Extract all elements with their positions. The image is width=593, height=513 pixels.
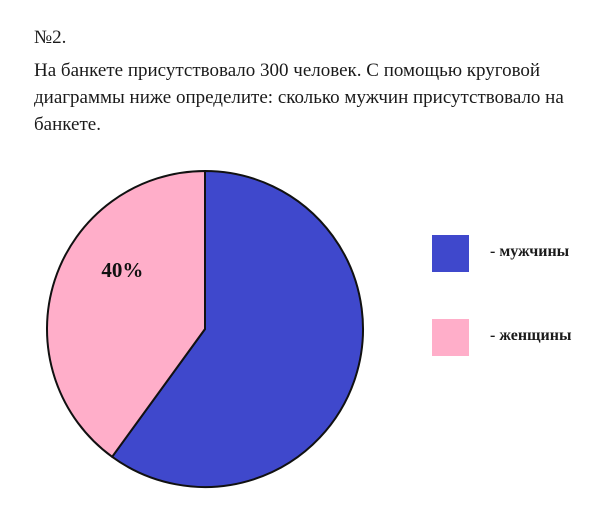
legend-swatch-men [432, 235, 469, 272]
legend-label-men: - мужчины [490, 243, 570, 260]
pie-labels: 40% [101, 258, 143, 282]
pie-slice-men [111, 170, 364, 488]
slice-label-women: 40% [101, 258, 143, 282]
legend-label-women: - женщины [490, 327, 572, 344]
task-statement: На банкете присутствовало 300 человек. С… [34, 60, 564, 135]
legend-swatch-women [432, 319, 469, 356]
pie-slice-women [46, 170, 206, 458]
task-number: №2. [34, 27, 67, 48]
pie-slices [46, 170, 364, 488]
